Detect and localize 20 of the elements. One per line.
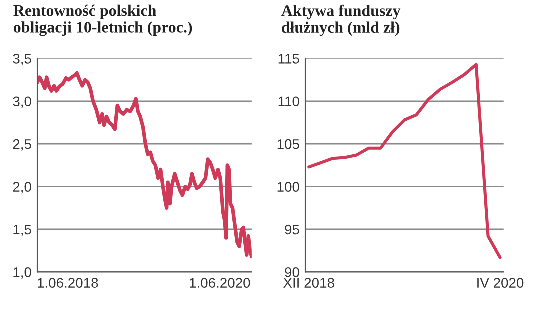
y-tick-label: 3,5 (13, 54, 32, 66)
y-tick-label: 100 (278, 182, 300, 192)
line-series (308, 63, 502, 260)
y-tick-label: 90 (285, 268, 300, 278)
y-tick-label: 2,0 (13, 182, 32, 194)
y-tick-label: 2,5 (13, 139, 32, 151)
y-tick-label: 1,5 (14, 224, 32, 236)
chart-title: Rentowność polskich obligacji 10-letnich (proc.) (14, 4, 192, 36)
y-tick-label: 3,0 (13, 96, 32, 108)
x-tick-label: IV 2020 (478, 278, 524, 288)
y-tick-label: 1,0 (14, 268, 32, 280)
chart-title: Aktywa funduszy dłużnych (mld zł) (282, 4, 401, 36)
y-tick-label: 95 (285, 224, 300, 235)
y-tick-label: 110 (278, 96, 300, 107)
y-tick-label: 105 (278, 139, 300, 150)
x-tick-label: 1.06.2018 (38, 278, 98, 288)
y-tick-label: 115 (278, 54, 300, 64)
line-series (38, 71, 252, 259)
x-tick-label: 1.06.2020 (190, 278, 250, 288)
x-tick-label: XII 2018 (284, 278, 334, 288)
